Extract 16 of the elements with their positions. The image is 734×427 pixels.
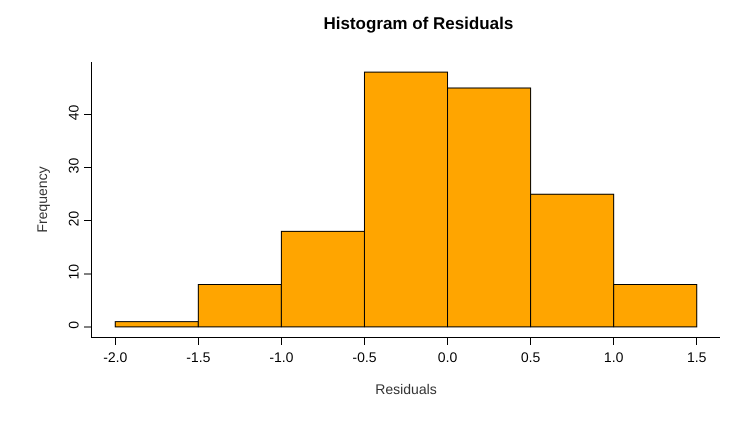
x-tick-label: -2.0 [103, 348, 128, 365]
y-tick-label: 10 [65, 264, 82, 280]
x-tick-label: -1.5 [186, 348, 211, 365]
x-tick-label: 0.5 [520, 348, 541, 365]
y-tick-label: 40 [65, 104, 82, 120]
x-tick-label: 0.0 [438, 348, 458, 365]
chart-title: Histogram of Residuals [323, 14, 514, 33]
y-tick-label: 30 [65, 158, 82, 174]
x-tick-label: 1.0 [604, 348, 624, 365]
x-tick-label: 1.5 [687, 348, 707, 365]
y-axis-title: Frequency [34, 166, 50, 233]
y-tick-label: 20 [65, 210, 82, 226]
x-tick-label: -1.0 [269, 348, 294, 365]
x-tick-label: -0.5 [352, 348, 377, 365]
y-tick-label: 0 [65, 320, 82, 329]
x-axis-title: Residuals [375, 381, 437, 398]
